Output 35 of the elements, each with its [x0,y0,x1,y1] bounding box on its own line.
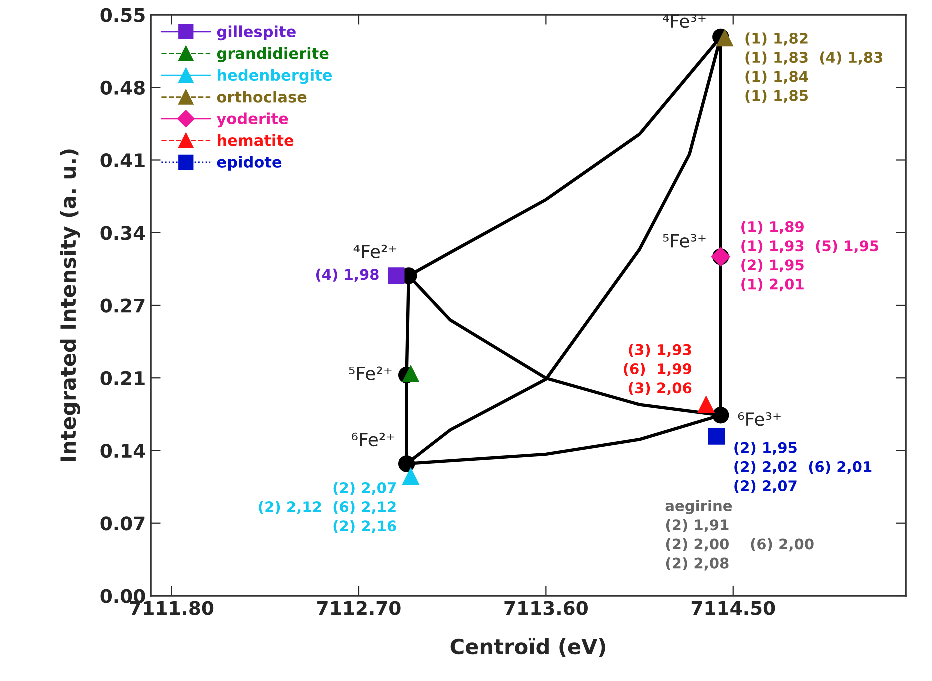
legend-label: gillespite [217,26,296,41]
annotation: ⁶Fe²⁺ [352,432,395,447]
y-tick-label: 0.55 [100,8,145,22]
annotation: ⁶Fe³⁺ [738,412,781,426]
y-tick-label: 0.14 [100,444,146,458]
x-tick-label: 7113.60 [504,601,588,616]
x-tick-label: 7111.80 [130,601,214,616]
x-tick-label: 7112.70 [318,601,401,616]
y-tick-label: 0.48 [100,80,145,96]
data-label: (2) 2,07 (2) 2,12 (6) 2,12 (2) 2,16 [259,482,396,534]
legend-label: epidote [217,156,282,171]
legend-label: hedenbergite [218,69,332,84]
legend-label: grandidierite [217,47,329,62]
x-axis-title: Centroïd (eV) [450,638,606,658]
data-label: (1) 1,82 (1) 1,83 (4) 1,83 (1) 1,84 (1) 1,85 [746,32,883,104]
y-tick-label: 0.21 [100,371,145,386]
data-label: (3) 1,93 (6) 1,99 (3) 2,06 [624,344,692,396]
annotation: aegirine (2) 1,91 (2) 2,00 (6) 2,00 (2) 2,08 [666,500,814,571]
y-tick-label: 0.00 [100,589,146,604]
annotation: ⁵Fe³⁺ [663,234,706,248]
y-tick-label: 0.41 [100,153,145,168]
y-tick-label: 0.34 [100,226,146,240]
x-tick-label: 7114.50 [692,601,776,616]
annotation: ⁴Fe³⁺ [663,14,706,28]
annotation: ⁴Fe²⁺ [354,244,397,259]
data-label: (2) 1,95 (2) 2,02 (6) 2,01 (2) 2,07 [734,442,872,494]
annotation: ⁵Fe²⁺ [349,366,392,380]
y-tick-label: 0.27 [100,298,145,313]
legend-label: yoderite [216,112,288,128]
legend-label: orthoclase [217,91,307,103]
data-label: (1) 1,89 (1) 1,93 (5) 1,95 (2) 1,95 (1) 2,01 [742,221,879,292]
y-tick-label: 0.07 [100,516,145,531]
data-label: (4) 1,98 [316,268,379,282]
y-axis-title: Integrated Intensity (a. u.) [60,150,80,462]
legend-label: hematite [218,134,294,146]
